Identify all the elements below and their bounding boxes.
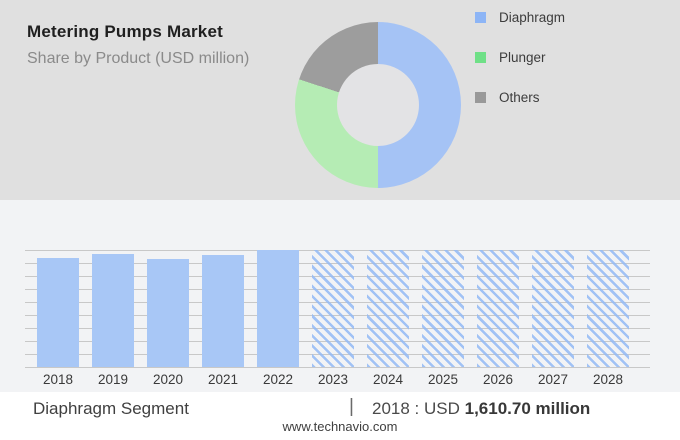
bar-2018 [37, 258, 79, 367]
forecast-bar-2024 [367, 250, 409, 367]
x-tick-2019: 2019 [97, 372, 129, 387]
x-tick-2022: 2022 [262, 372, 294, 387]
donut-chart [295, 22, 461, 188]
x-tick-2018: 2018 [42, 372, 74, 387]
x-tick-2023: 2023 [317, 372, 349, 387]
x-tick-2021: 2021 [207, 372, 239, 387]
x-tick-2028: 2028 [592, 372, 624, 387]
header-section: Metering Pumps Market Share by Product (… [0, 0, 680, 200]
legend: Diaphragm Plunger Others [475, 10, 566, 132]
value-line: 2018 : USD 1,610.70 million [372, 399, 590, 419]
x-tick-2027: 2027 [537, 372, 569, 387]
forecast-bar-2023 [312, 250, 354, 367]
x-tick-2024: 2024 [372, 372, 404, 387]
bar-2019 [92, 254, 134, 367]
legend-item-others: Others [475, 90, 565, 105]
bar-chart-plot [25, 250, 650, 368]
x-tick-2025: 2025 [427, 372, 459, 387]
legend-label-diaphragm: Diaphragm [499, 10, 566, 25]
bar-2021 [202, 255, 244, 367]
legend-label-others: Others [499, 90, 540, 105]
forecast-bar-2027 [532, 250, 574, 367]
forecast-bar-2026 [477, 250, 519, 367]
bar-2020 [147, 259, 189, 367]
separator-bar: | [349, 396, 354, 417]
legend-swatch-plunger-icon [475, 52, 486, 63]
legend-swatch-others-icon [475, 92, 486, 103]
page-title: Metering Pumps Market [27, 22, 223, 41]
legend-item-diaphragm: Diaphragm [475, 10, 566, 25]
footer-section: Diaphragm Segment | 2018 : USD 1,610.70 … [0, 392, 680, 440]
forecast-bar-2025 [422, 250, 464, 367]
bar-2022 [257, 250, 299, 367]
website-url: www.technavio.com [282, 419, 398, 434]
page-subtitle: Share by Product (USD million) [27, 50, 250, 67]
legend-swatch-diaphragm-icon [475, 12, 486, 23]
bar-chart-section: 2018 2019 2020 2021 2022 2023 2024 2025 2026 2027… [0, 200, 680, 392]
value-prefix: 2018 : USD [372, 399, 465, 418]
x-tick-2026: 2026 [482, 372, 514, 387]
legend-label-plunger: Plunger [499, 50, 546, 65]
legend-item-plunger: Plunger [475, 50, 565, 65]
x-tick-2020: 2020 [152, 372, 184, 387]
value-amount: 1,610.70 million [464, 399, 591, 418]
segment-label: Diaphragm Segment [33, 399, 189, 418]
title-block: Metering Pumps Market Share by Product (… [27, 22, 249, 68]
forecast-bar-2028 [587, 250, 629, 367]
